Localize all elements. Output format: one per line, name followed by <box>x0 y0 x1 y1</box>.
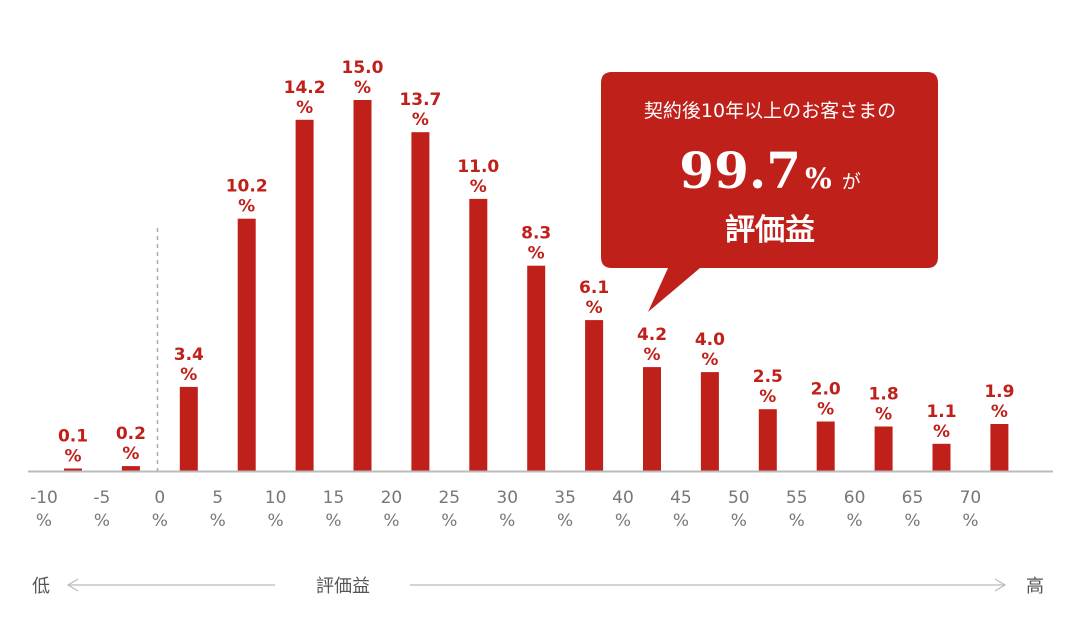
x-tick-25%: 25% <box>438 488 460 531</box>
callout-big-unit: % <box>805 162 832 195</box>
bar-35% <box>585 320 604 471</box>
value-label-5%: 10.2% <box>226 177 268 217</box>
bar--10% <box>64 468 82 471</box>
axis-arrow-left-head <box>66 578 79 592</box>
bar-25% <box>469 198 488 471</box>
callout-shape <box>601 72 938 312</box>
x-tick-labels-group: -10 % -5 % 0 % 5 % 10 % 15 % 20 % 25 % 30 % 35 % 40 % 45 % 50 % 55… <box>30 488 981 531</box>
bar-30% <box>527 265 546 471</box>
value-label--5%: 0.2% <box>116 424 146 464</box>
x-tick-35%: 35% <box>554 488 576 531</box>
callout-bubble: 契約後10年以上のお客さまの 99.7% が 評価益 <box>601 72 938 312</box>
value-label-70%: 1.9% <box>984 382 1014 422</box>
value-label-15%: 15.0% <box>342 58 384 98</box>
axis-low-label: 低 <box>32 576 50 597</box>
bar-50% <box>758 409 777 471</box>
value-label-20%: 13.7% <box>399 90 441 130</box>
callout-line1: 契約後10年以上のお客さまの <box>644 100 896 122</box>
x-tick-30%: 30% <box>496 488 518 531</box>
value-label-35%: 6.1% <box>579 278 609 318</box>
bar-0% <box>179 386 198 471</box>
bars-group <box>64 100 1009 472</box>
value-label-25%: 11.0% <box>457 157 499 197</box>
bar-60% <box>874 426 893 471</box>
value-label-10%: 14.2% <box>284 78 326 118</box>
x-tick-55%: 55% <box>786 488 808 531</box>
value-label-30%: 8.3% <box>521 224 551 264</box>
x-tick-5%: 5% <box>210 488 226 531</box>
value-label--10%: 0.1% <box>58 427 88 467</box>
value-label-60%: 1.8% <box>869 385 899 425</box>
bar-55% <box>816 421 835 471</box>
callout-big-number: 99.7 <box>679 141 801 200</box>
value-label-55%: 2.0% <box>811 380 841 420</box>
bar--5% <box>121 466 140 471</box>
bar-10% <box>295 119 314 472</box>
bar-20% <box>411 132 430 471</box>
value-labels-group: 0.1 % 0.2 % 3.4 % 10.2 % 14.2 % 15.0 % 13.7 % 11.0 % 8.3… <box>58 58 1015 467</box>
x-tick--10%: -10% <box>30 488 58 531</box>
bar-5% <box>237 218 256 471</box>
bar-70% <box>990 424 1009 471</box>
x-tick-20%: 20% <box>381 488 403 531</box>
bar-40% <box>643 367 661 471</box>
x-tick-15%: 15% <box>323 488 345 531</box>
bar-45% <box>700 372 719 471</box>
value-label-50%: 2.5% <box>753 367 783 407</box>
x-tick-65%: 65% <box>902 488 924 531</box>
axis-arrow-right-head <box>994 578 1007 592</box>
x-tick-45%: 45% <box>670 488 692 531</box>
value-label-65%: 1.1% <box>926 402 956 442</box>
bar-65% <box>932 443 951 471</box>
bar-15% <box>353 100 372 471</box>
x-tick-60%: 60% <box>844 488 866 531</box>
x-tick-40%: 40% <box>612 488 634 531</box>
callout-line3: 評価益 <box>725 213 815 248</box>
axis-high-label: 高 <box>1026 576 1044 597</box>
x-tick-10%: 10% <box>265 488 287 531</box>
axis-title: 評価益 <box>316 576 370 597</box>
callout-suffix: が <box>842 171 861 193</box>
callout-headline: 99.7% が <box>679 141 860 200</box>
value-label-40%: 4.2% <box>637 325 667 365</box>
x-tick-50%: 50% <box>728 488 750 531</box>
x-tick-70%: 70% <box>960 488 982 531</box>
value-label-45%: 4.0% <box>695 330 725 370</box>
value-label-0%: 3.4% <box>174 345 204 385</box>
x-tick-0%: 0% <box>152 488 168 531</box>
x-tick--5%: -5% <box>93 488 110 531</box>
